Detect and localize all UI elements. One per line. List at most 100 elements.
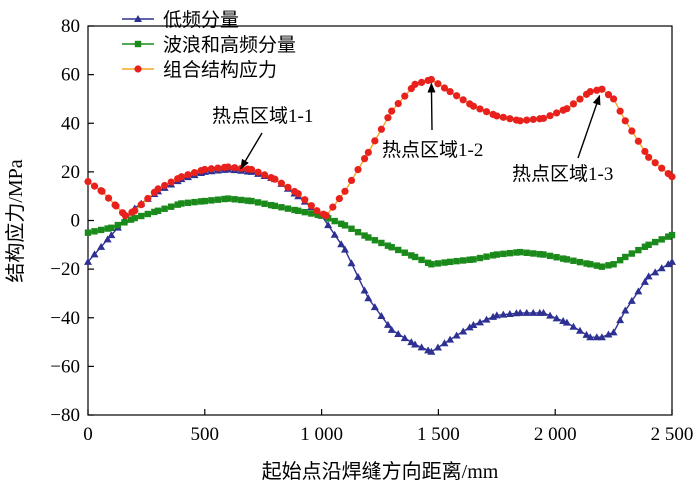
data-point	[657, 264, 666, 272]
data-point	[347, 259, 356, 267]
data-point	[489, 252, 497, 259]
data-point	[668, 173, 676, 181]
data-point	[238, 196, 245, 204]
hotspot-arrow	[577, 94, 601, 159]
data-point	[440, 339, 449, 347]
data-point	[341, 222, 349, 229]
data-point	[91, 228, 98, 235]
data-point	[552, 314, 561, 322]
data-point	[214, 196, 222, 203]
data-point	[277, 179, 286, 187]
data-point	[453, 257, 460, 265]
data-point	[499, 310, 508, 318]
data-point	[452, 331, 461, 339]
data-point	[98, 187, 106, 195]
data-point	[137, 201, 145, 209]
data-point	[103, 235, 112, 243]
data-point	[197, 198, 205, 205]
data-point	[90, 250, 99, 258]
hotspot-label: 热点区域1-2	[382, 139, 483, 161]
data-point	[563, 256, 571, 263]
data-point	[459, 96, 467, 104]
annotation-layer: 热点区域1-1 热点区域1-2 热点区域1-3	[212, 82, 613, 185]
data-point	[361, 232, 368, 239]
data-point	[112, 202, 120, 210]
data-point	[539, 308, 548, 316]
data-point	[609, 328, 618, 336]
data-point	[244, 197, 251, 204]
data-point	[360, 286, 369, 294]
legend-entry: 波浪和高频分量	[122, 34, 296, 56]
data-point	[411, 340, 420, 348]
data-point	[539, 114, 548, 122]
data-point	[569, 100, 578, 108]
data-point	[651, 268, 660, 276]
data-point	[418, 256, 425, 264]
data-point	[546, 311, 555, 319]
data-point	[506, 249, 514, 257]
data-point	[201, 165, 209, 174]
hotspot-annotation: 热点区域1-1	[212, 105, 313, 170]
data-point	[370, 303, 379, 311]
x-tick-label: 1 500	[417, 424, 460, 445]
data-point	[384, 114, 392, 122]
data-point	[330, 230, 339, 238]
data-point	[371, 237, 379, 244]
legend-label: 波浪和高频分量	[163, 34, 296, 56]
data-point	[453, 92, 461, 100]
data-point	[114, 221, 122, 229]
data-point	[427, 347, 436, 355]
series-2	[84, 75, 676, 220]
series-line	[87, 197, 673, 268]
y-tick-label: −80	[50, 405, 80, 426]
data-point	[570, 257, 577, 264]
data-point	[641, 147, 649, 156]
data-point	[108, 224, 115, 231]
data-point	[530, 250, 537, 257]
x-axis-title: 起始点沿焊缝方向距离/mm	[262, 460, 499, 483]
data-point	[493, 112, 501, 120]
data-point	[459, 257, 467, 264]
data-point	[131, 214, 138, 222]
data-point	[364, 148, 372, 157]
data-point	[616, 256, 624, 264]
data-point	[167, 203, 175, 210]
data-point	[314, 211, 322, 219]
data-point	[221, 195, 228, 203]
data-point	[271, 202, 279, 210]
data-point	[482, 315, 491, 323]
data-point	[465, 323, 474, 331]
data-point	[536, 250, 543, 258]
data-point	[598, 85, 606, 93]
data-point	[664, 260, 673, 268]
data-point	[616, 316, 625, 324]
data-point	[407, 338, 416, 346]
data-point	[294, 190, 302, 198]
data-point	[214, 164, 222, 172]
y-tick-label: −20	[50, 259, 80, 280]
series-line	[87, 78, 673, 217]
legend-label: 低频分量	[163, 9, 239, 31]
data-point	[291, 206, 298, 214]
data-point	[459, 327, 468, 335]
data-point	[651, 159, 659, 167]
plot-frame	[87, 25, 673, 416]
data-point	[254, 199, 262, 206]
data-point	[516, 117, 524, 125]
legend-marker	[134, 40, 142, 48]
data-point	[354, 228, 362, 236]
y-tick-label: −40	[50, 308, 80, 329]
data-point	[151, 208, 158, 216]
data-point	[278, 204, 285, 211]
data-point	[174, 201, 181, 208]
data-point	[586, 333, 595, 341]
data-point	[190, 169, 199, 177]
data-point	[177, 173, 186, 181]
data-point	[364, 294, 373, 302]
data-point	[295, 207, 302, 214]
data-point	[138, 212, 145, 220]
data-point	[440, 84, 449, 92]
data-point	[587, 261, 594, 268]
